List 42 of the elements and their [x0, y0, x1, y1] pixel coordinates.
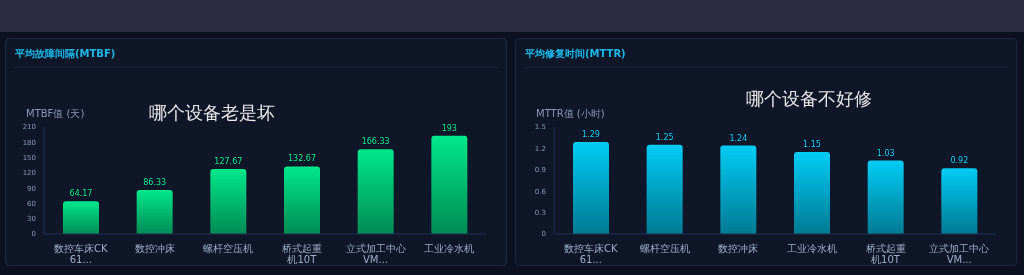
- x-tick-label: 立式加工中心VM...: [345, 243, 406, 265]
- bar: [357, 149, 394, 234]
- data-label: 1.15: [803, 139, 821, 149]
- x-tick-label: 数控车床CK61...: [54, 243, 109, 265]
- bar: [794, 151, 830, 234]
- data-label: 86.33: [143, 178, 167, 188]
- y-axis-title: MTTR值 (小时): [536, 107, 605, 121]
- x-tick-label: 数控冲床: [718, 243, 759, 254]
- bar: [646, 144, 683, 234]
- text: 哪个设备不好修: [746, 87, 872, 111]
- y-axis-title: MTBF值 (天): [26, 107, 85, 121]
- bar: [63, 201, 99, 234]
- data-label: 64.17: [69, 189, 93, 199]
- text: 哪个设备老是坏: [149, 101, 275, 125]
- bar: [431, 135, 468, 234]
- x-tick-label: 螺杆空压机: [639, 243, 690, 254]
- chart-title: 平均修复时间(MTTR): [525, 47, 626, 61]
- x-tick-label: 桥式起重机10T: [280, 243, 322, 265]
- x-tick-label: 数控冲床: [134, 243, 175, 254]
- bar: [941, 168, 978, 234]
- data-label: 1.25: [655, 132, 674, 142]
- bar: [136, 190, 173, 234]
- data-label: 132.67: [288, 154, 316, 164]
- chart-title: 平均故障间隔(MTBF): [15, 47, 116, 61]
- data-label: 0.92: [950, 156, 969, 166]
- data-label: 1.29: [582, 129, 600, 139]
- x-tick-label: 立式加工中心VM...: [929, 243, 990, 265]
- bar: [720, 145, 757, 234]
- data-label: 127.67: [214, 156, 243, 166]
- bar: [573, 141, 609, 234]
- x-tick-label: 桥式起重机10T: [864, 243, 906, 265]
- data-label: 193: [441, 123, 457, 133]
- x-tick-label: 工业冷水机: [786, 243, 837, 254]
- data-label: 166.33: [361, 137, 390, 147]
- data-label: 1.03: [876, 148, 895, 158]
- bar: [284, 166, 320, 234]
- bar: [210, 168, 247, 234]
- bar: [867, 160, 904, 234]
- x-tick-label: 数控车床CK61...: [564, 243, 619, 265]
- data-label: 1.24: [729, 133, 748, 143]
- x-tick-label: 工业冷水机: [424, 243, 475, 254]
- x-tick-label: 螺杆空压机: [203, 243, 254, 254]
